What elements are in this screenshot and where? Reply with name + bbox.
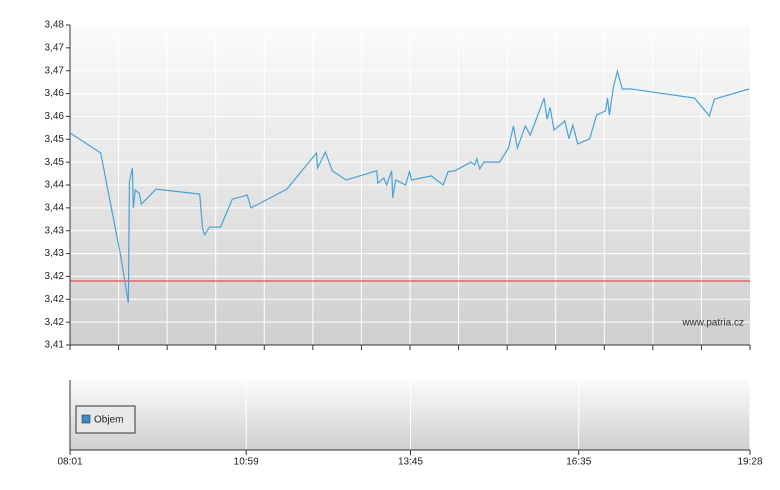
y-tick-label: 3,46 bbox=[45, 111, 65, 122]
chart-layer: 3,41 3,42 3,42 3,42 3,43 3,43 3,44 3,44 3,45 3,45… bbox=[45, 20, 763, 468]
y-tick-label: 3,48 bbox=[45, 20, 65, 31]
x-tick-label: 19:28 bbox=[737, 457, 762, 468]
y-tick-label: 3,47 bbox=[45, 42, 65, 53]
y-tick-label: 3,42 bbox=[45, 271, 65, 282]
y-tick-label: 3,47 bbox=[45, 65, 65, 76]
y-tick-label: 3,45 bbox=[45, 134, 65, 145]
x-tick-label: 16:35 bbox=[566, 457, 591, 468]
y-tick-label: 3,43 bbox=[45, 248, 65, 259]
legend-swatch bbox=[81, 414, 91, 424]
price-line bbox=[69, 68, 750, 303]
x-tick-label: 10:59 bbox=[234, 457, 259, 468]
y-tick-label: 3,44 bbox=[45, 202, 65, 213]
legend-label: Objem bbox=[94, 415, 123, 426]
x-tick-label: 08:01 bbox=[57, 457, 82, 468]
y-tick-label: 3,42 bbox=[45, 294, 65, 305]
x-tick-label: 13:45 bbox=[398, 457, 423, 468]
y-tick-label: 3,43 bbox=[45, 225, 65, 236]
y-tick-label: 3,45 bbox=[45, 157, 65, 168]
y-tick-label: 3,44 bbox=[45, 180, 65, 191]
y-tick-label: 3,41 bbox=[45, 340, 65, 351]
y-tick-label: 3,42 bbox=[45, 317, 65, 328]
y-tick-label: 3,46 bbox=[45, 88, 65, 99]
watermark: www.patria.cz bbox=[681, 318, 744, 329]
